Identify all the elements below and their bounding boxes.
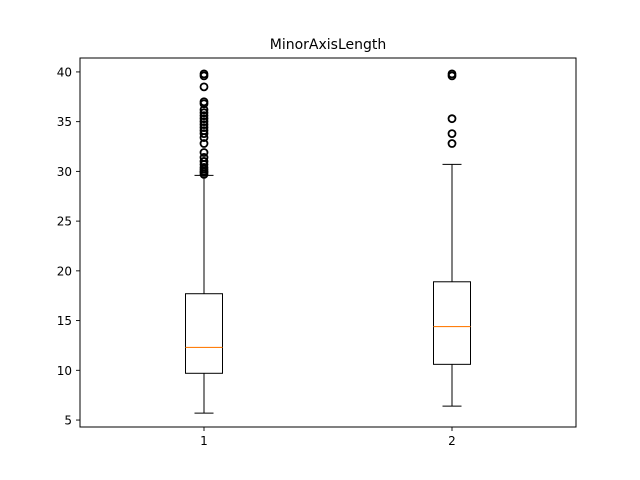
y-tick-label: 25 [57, 215, 72, 229]
outlier-point [199, 114, 209, 124]
x-tick-label: 2 [448, 434, 456, 448]
y-tick-label: 5 [64, 414, 72, 428]
outlier-point [199, 97, 209, 107]
outlier-point [199, 105, 209, 115]
x-tick-label: 1 [200, 434, 208, 448]
y-tick-label: 10 [57, 364, 72, 378]
outlier-point [447, 139, 457, 148]
outlier-point [199, 139, 209, 148]
box-iqr [433, 281, 471, 365]
y-tick-label: 15 [57, 314, 72, 328]
y-tick-label: 40 [57, 65, 72, 79]
outlier-point [199, 120, 209, 130]
y-tick-label: 30 [57, 165, 72, 179]
y-tick-label: 20 [57, 264, 72, 278]
outlier-point [199, 163, 209, 172]
y-tick-label: 35 [57, 115, 72, 129]
outlier-point [199, 69, 209, 79]
outlier-point [199, 157, 209, 166]
outlier-point [447, 69, 457, 79]
outlier-point [199, 108, 209, 118]
outlier-point [199, 148, 209, 157]
outlier-point [199, 153, 209, 162]
box-iqr [185, 293, 223, 374]
outlier-point [447, 114, 457, 124]
outlier-point [199, 126, 209, 136]
outlier-point [199, 123, 209, 133]
plot-area: 5 10 15 20 25 30 35 40 1 2 [57, 57, 577, 448]
outlier-point [447, 129, 457, 138]
chart-title: MinorAxisLength [270, 37, 387, 53]
outlier-point [199, 82, 209, 92]
outlier-point [199, 129, 209, 138]
axes-frame [79, 57, 577, 428]
outlier-point [199, 111, 209, 121]
outlier-point [199, 117, 209, 127]
